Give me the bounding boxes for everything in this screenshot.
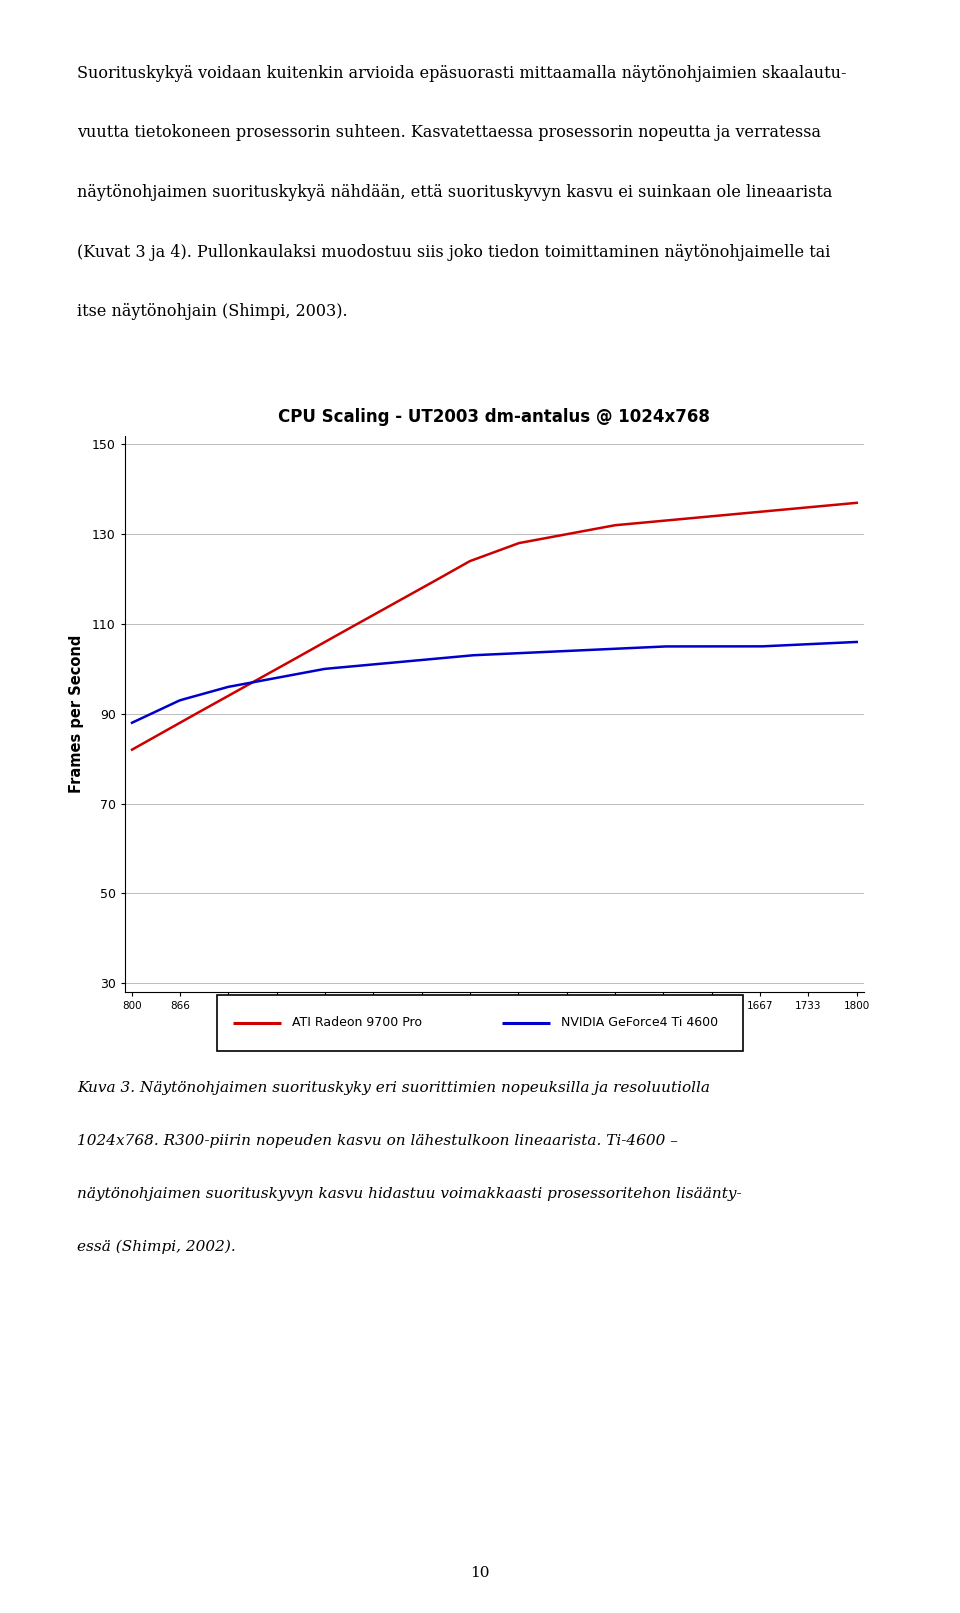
Y-axis label: Frames per Second: Frames per Second — [68, 634, 84, 794]
Text: vuutta tietokoneen prosessorin suhteen. Kasvatettaessa prosessorin nopeutta ja v: vuutta tietokoneen prosessorin suhteen. … — [77, 124, 821, 142]
Text: näytönohjaimen suorituskykyä nähdään, että suorituskyvyn kasvu ei suinkaan ole l: näytönohjaimen suorituskykyä nähdään, et… — [77, 184, 832, 202]
Text: 10: 10 — [470, 1566, 490, 1579]
FancyBboxPatch shape — [217, 995, 743, 1050]
Text: (Kuvat 3 ja 4). Pullonkaulaksi muodostuu siis joko tiedon toimittaminen näytönoh: (Kuvat 3 ja 4). Pullonkaulaksi muodostuu… — [77, 244, 830, 261]
Text: essä (Shimpi, 2002).: essä (Shimpi, 2002). — [77, 1240, 235, 1255]
Text: näytönohjaimen suorituskyvyn kasvu hidastuu voimakkaasti prosessoritehon lisäänt: näytönohjaimen suorituskyvyn kasvu hidas… — [77, 1187, 741, 1200]
X-axis label: Athlon XP Clock Speed (MHz): Athlon XP Clock Speed (MHz) — [373, 1019, 615, 1034]
Text: Kuva 3. Näytönohjaimen suorituskyky eri suorittimien nopeuksilla ja resoluutioll: Kuva 3. Näytönohjaimen suorituskyky eri … — [77, 1081, 709, 1095]
Title: CPU Scaling - UT2003 dm-antalus @ 1024x768: CPU Scaling - UT2003 dm-antalus @ 1024x7… — [278, 408, 710, 426]
Text: 1024x768. R300-piirin nopeuden kasvu on lähestulkoon lineaarista. Ti-4600 –: 1024x768. R300-piirin nopeuden kasvu on … — [77, 1134, 678, 1148]
Text: itse näytönohjain (Shimpi, 2003).: itse näytönohjain (Shimpi, 2003). — [77, 303, 348, 321]
Text: NVIDIA GeForce4 Ti 4600: NVIDIA GeForce4 Ti 4600 — [561, 1016, 718, 1029]
Text: Suorituskykyä voidaan kuitenkin arvioida epäsuorasti mittaamalla näytönohjaimien: Suorituskykyä voidaan kuitenkin arvioida… — [77, 65, 847, 82]
Text: ATI Radeon 9700 Pro: ATI Radeon 9700 Pro — [292, 1016, 421, 1029]
